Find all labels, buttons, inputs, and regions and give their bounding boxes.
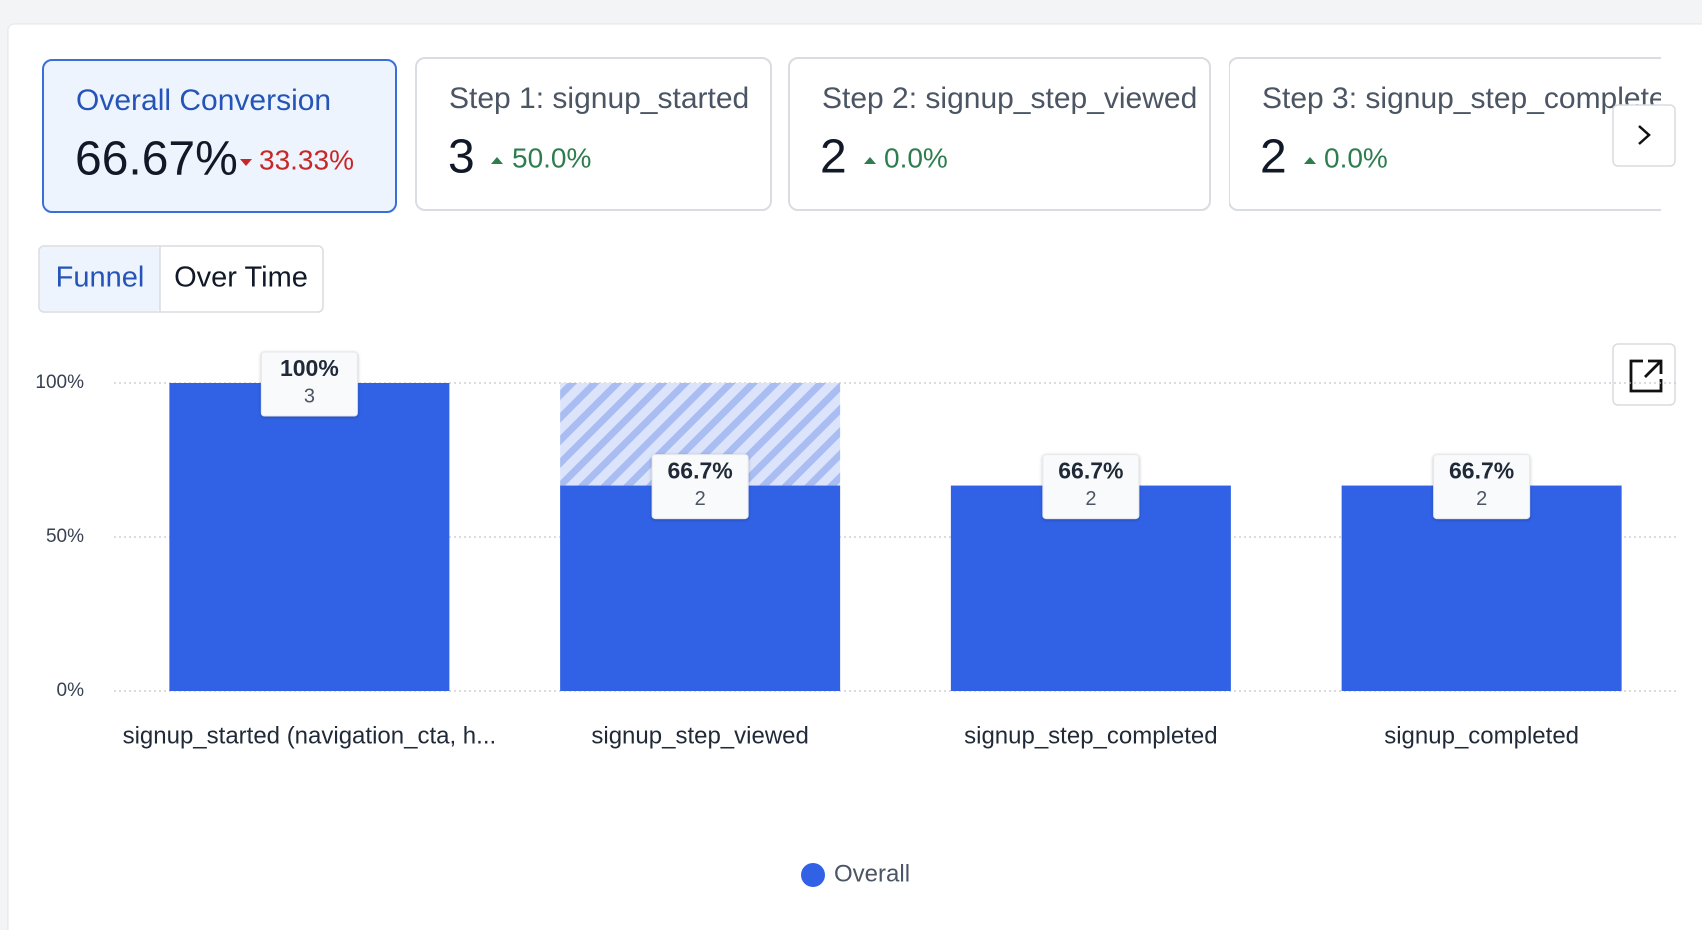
card-change: 33.33% (259, 144, 354, 175)
label-box (260, 351, 358, 417)
card-value: 2 (1260, 131, 1287, 184)
bar (169, 383, 450, 691)
y-tick-label: 0% (57, 680, 85, 701)
up-arrow (864, 157, 876, 164)
next-button[interactable] (1612, 104, 1676, 167)
card[interactable] (42, 59, 397, 213)
card[interactable] (415, 57, 772, 211)
y-tick-label: 100% (35, 372, 84, 393)
count-label: 2 (1476, 488, 1487, 510)
expand-icon (1629, 359, 1663, 393)
down-arrow (240, 159, 252, 166)
value-label: 66.7% (668, 458, 733, 484)
bar (950, 485, 1231, 691)
label-box (1042, 454, 1140, 520)
panel (7, 23, 1702, 930)
card-title: Step 1: signup_started (449, 82, 749, 115)
card[interactable] (1229, 57, 1702, 211)
legend-label: Overall (834, 860, 910, 887)
card-title: Step 3: signup_step_completed (1262, 82, 1682, 115)
x-tick-label: signup_step_completed (964, 722, 1218, 749)
label-box (1433, 454, 1531, 520)
label-box (651, 454, 749, 520)
up-arrow (491, 157, 503, 164)
card-title: Overall Conversion (76, 84, 331, 117)
bar (560, 485, 841, 691)
chart: 0% 50% 100% signup_started (navigation_cta,… (35, 351, 1677, 887)
legend-marker (801, 863, 825, 887)
card-change: 0.0% (884, 142, 948, 173)
value-label: 66.7% (1058, 458, 1123, 484)
expand-button[interactable] (1612, 343, 1676, 406)
value-label: 100% (280, 355, 339, 381)
card-change: 0.0% (1324, 142, 1388, 173)
y-tick-label: 50% (46, 526, 84, 547)
value-label: 66.7% (1449, 458, 1514, 484)
tab-active-bg (40, 247, 160, 311)
tab[interactable]: Funnel (56, 262, 145, 294)
count-label: 3 (304, 385, 315, 407)
tab[interactable]: Over Time (174, 262, 308, 294)
card-change: 50.0% (512, 142, 591, 173)
up-arrow (1304, 157, 1316, 164)
card-title: Step 2: signup_step_viewed (822, 82, 1197, 115)
bar (1341, 485, 1622, 691)
x-tick-label: signup_completed (1384, 722, 1579, 749)
card-value: 66.67% (75, 133, 238, 186)
card-value: 3 (448, 131, 475, 184)
chevron-icon (1638, 125, 1651, 145)
card[interactable] (788, 57, 1211, 211)
count-label: 2 (1085, 488, 1096, 510)
x-tick-label: signup_started (navigation_cta, h... (123, 722, 497, 749)
card-value: 2 (820, 131, 847, 184)
x-tick-label: signup_step_viewed (591, 722, 809, 749)
count-label: 2 (695, 488, 706, 510)
